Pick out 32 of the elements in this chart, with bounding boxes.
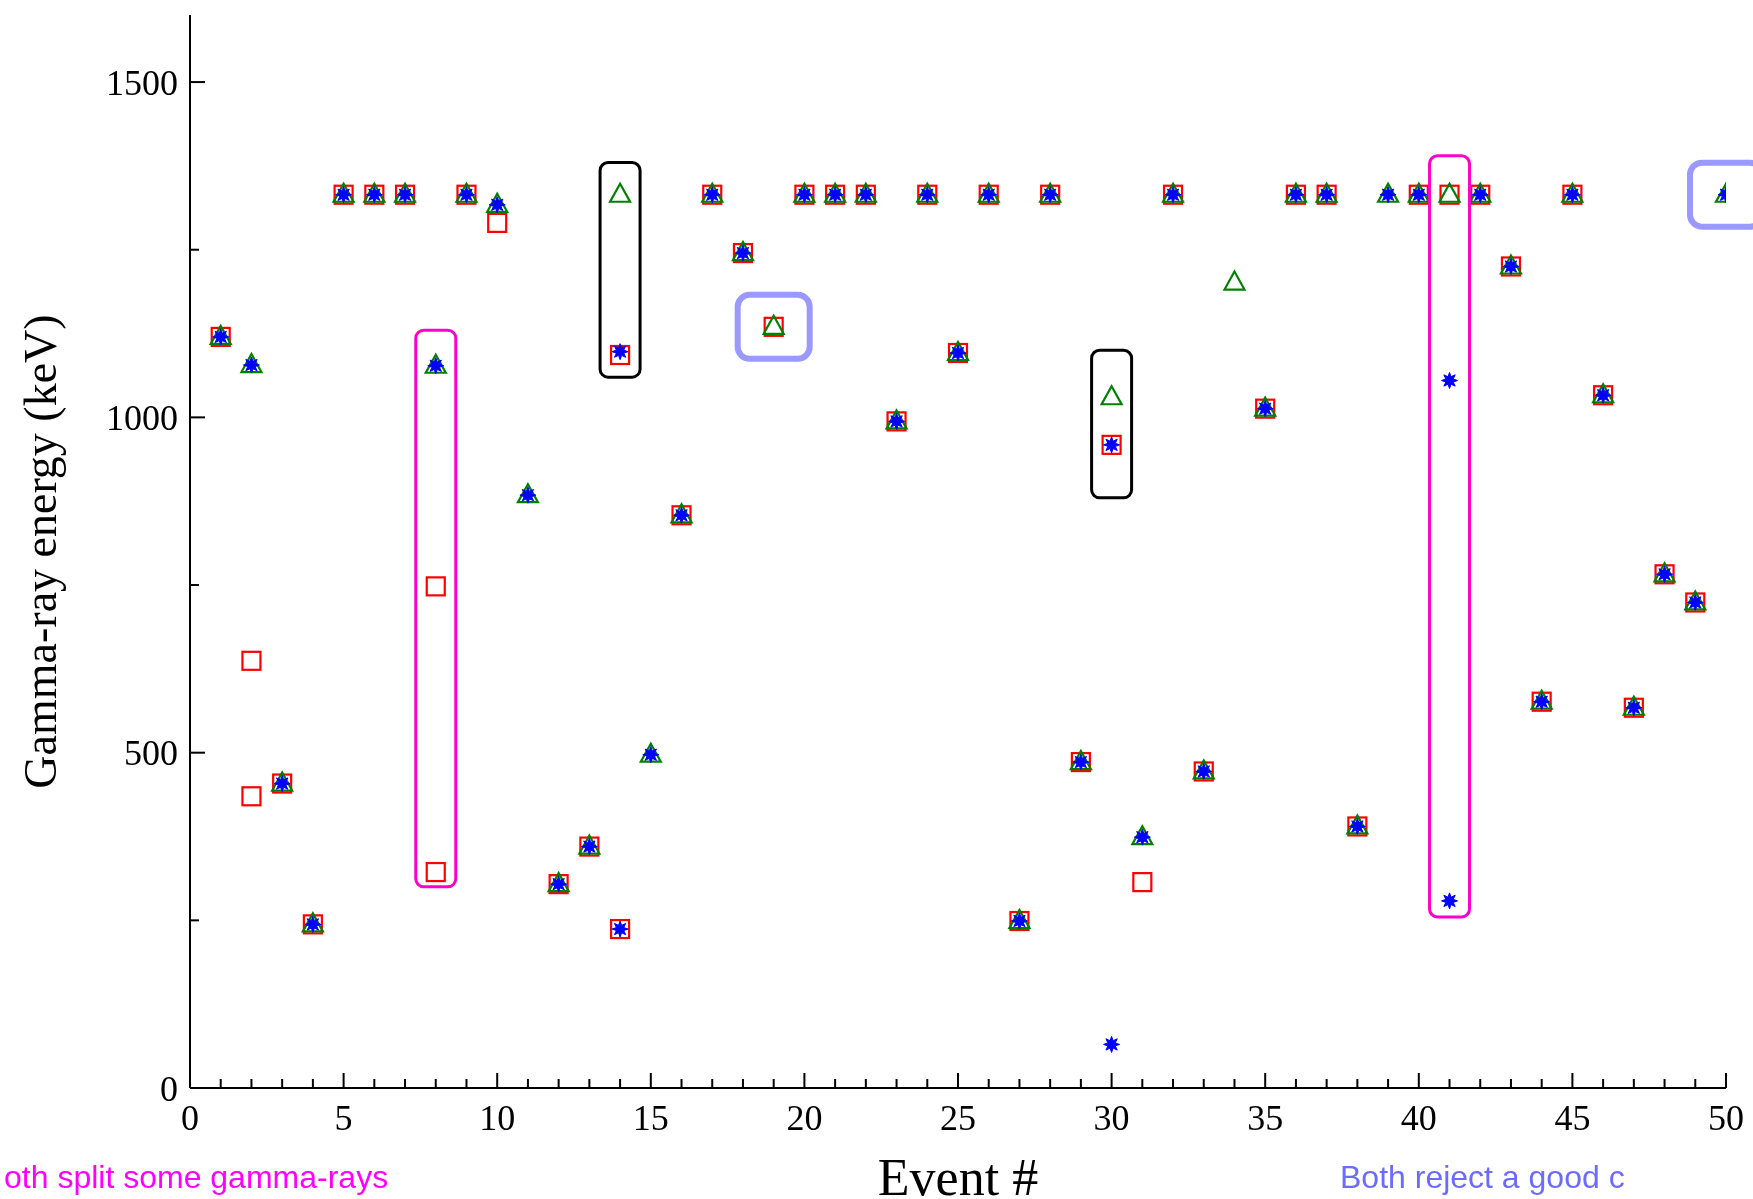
x-tick-label: 15	[632, 1098, 669, 1138]
point	[609, 344, 631, 366]
y-axis-title: Gamma-ray energy (keV)	[15, 314, 67, 789]
text: Both reject a good c	[1340, 1159, 1625, 1196]
x-tick-label: 30	[1093, 1098, 1130, 1138]
point	[425, 576, 446, 597]
point	[1100, 385, 1123, 406]
x-tick-label: 40	[1400, 1098, 1437, 1138]
point	[241, 786, 262, 807]
x-axis-title: Event #	[877, 1149, 1039, 1199]
x-tick-label: 25	[940, 1098, 976, 1138]
point	[1132, 872, 1153, 893]
point	[425, 861, 446, 883]
point	[611, 343, 629, 361]
x-tick-label: 10	[479, 1098, 516, 1138]
x-tick-label: 35	[1247, 1098, 1284, 1138]
x-tick-label: 20	[786, 1098, 823, 1138]
point	[1223, 270, 1246, 291]
point	[487, 212, 508, 233]
point	[1103, 1035, 1121, 1053]
text: oth split some gamma-rays	[4, 1159, 389, 1196]
x-tick-label: 45	[1554, 1098, 1591, 1138]
y-tick-label: 500	[124, 733, 178, 774]
x-tick-label: 5	[334, 1098, 353, 1138]
x-tick-label: 50	[1708, 1098, 1744, 1138]
y-tick-label: 0	[160, 1068, 178, 1109]
point	[608, 182, 632, 203]
point	[241, 650, 262, 671]
y-tick-label: 1500	[106, 62, 178, 103]
y-tick-label: 1000	[106, 397, 178, 438]
point	[1441, 892, 1459, 910]
point	[1441, 371, 1459, 389]
